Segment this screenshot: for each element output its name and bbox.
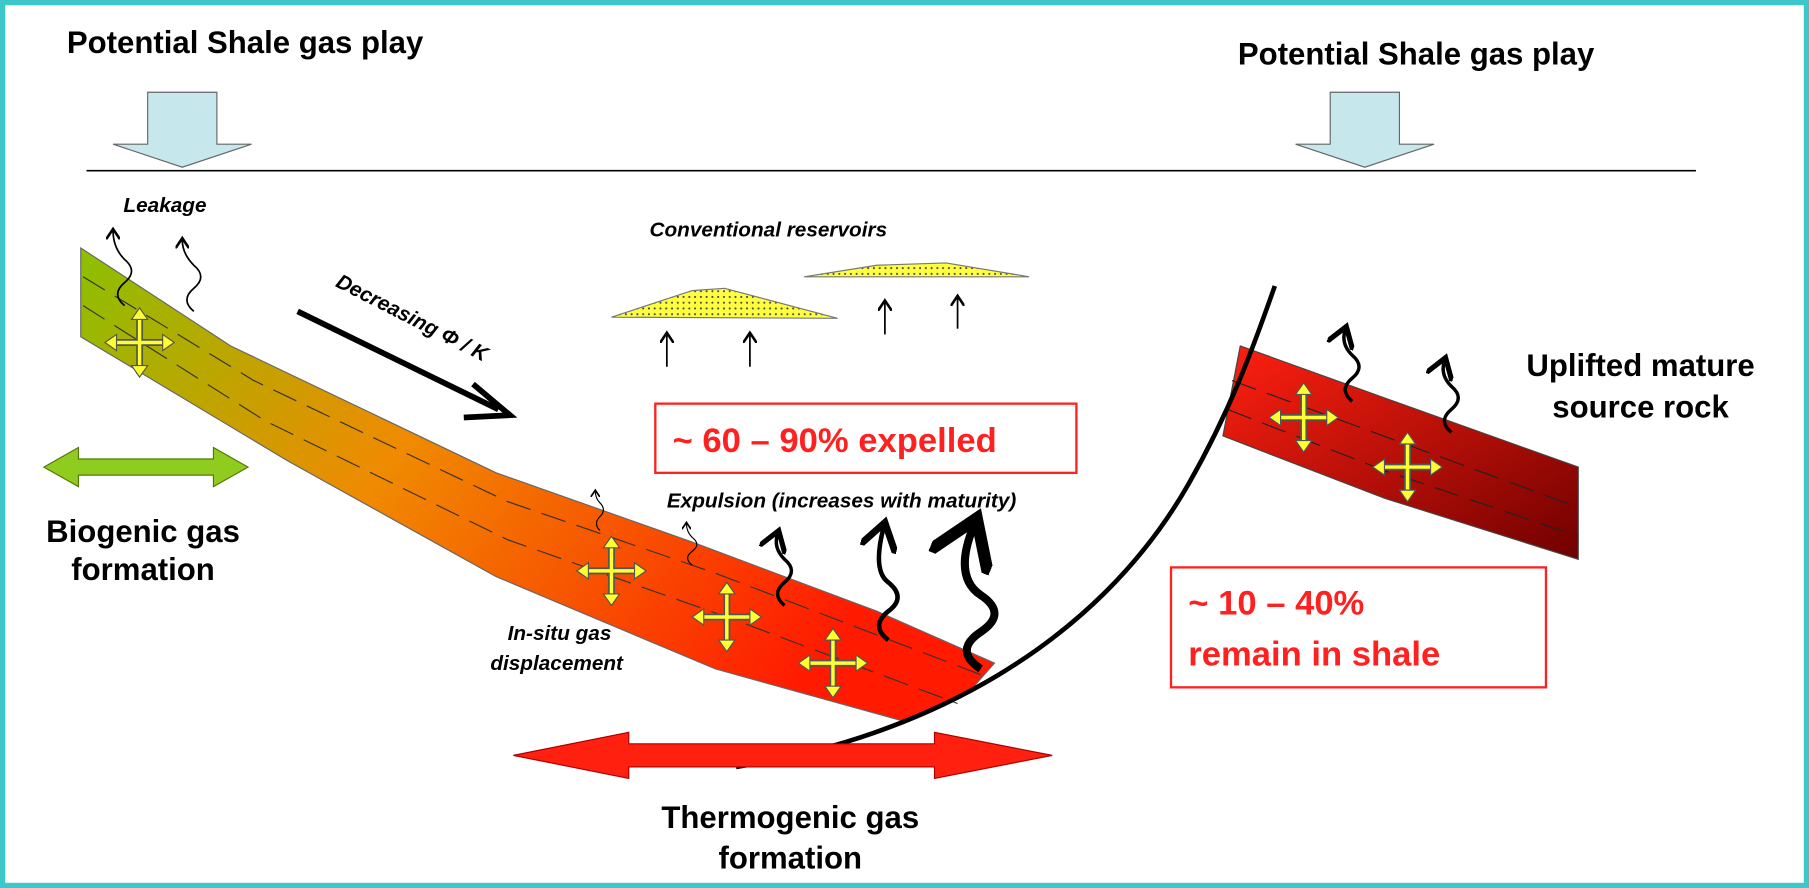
biogenic-label: Biogenic gas <box>46 514 240 549</box>
thermogenic-arrow <box>513 732 1052 778</box>
play-label: Potential Shale gas play <box>1238 37 1595 72</box>
uplifted-label: source rock <box>1552 389 1729 424</box>
expelled-label: ~ 60 – 90% expelled <box>673 422 997 460</box>
insitu-label: displacement <box>490 652 624 675</box>
biogenic-arrow <box>44 447 248 486</box>
play-label: Potential Shale gas play <box>67 25 424 60</box>
remain-label: ~ 10 – 40% <box>1188 585 1364 623</box>
diagram: Potential Shale gas play Potential Shale… <box>0 0 1809 888</box>
remain-label: remain in shale <box>1188 635 1440 673</box>
down-arrow <box>113 92 251 167</box>
uplifted-label: Uplifted mature <box>1526 348 1754 383</box>
reservoir <box>804 263 1029 277</box>
reservoir <box>611 288 837 318</box>
thermogenic-label: Thermogenic gas <box>661 800 919 835</box>
thermogenic-label: formation <box>719 840 863 875</box>
down-arrow <box>1296 92 1434 167</box>
expulsion-label: Expulsion (increases with maturity) <box>667 489 1017 512</box>
decreasing-label: Decreasing Φ / K <box>332 270 493 367</box>
conventional-label: Conventional reservoirs <box>650 218 888 241</box>
biogenic-label: formation <box>71 552 215 587</box>
uplifted-band <box>1223 346 1578 559</box>
insitu-label: In-situ gas <box>508 622 612 645</box>
leakage-label: Leakage <box>123 194 206 217</box>
